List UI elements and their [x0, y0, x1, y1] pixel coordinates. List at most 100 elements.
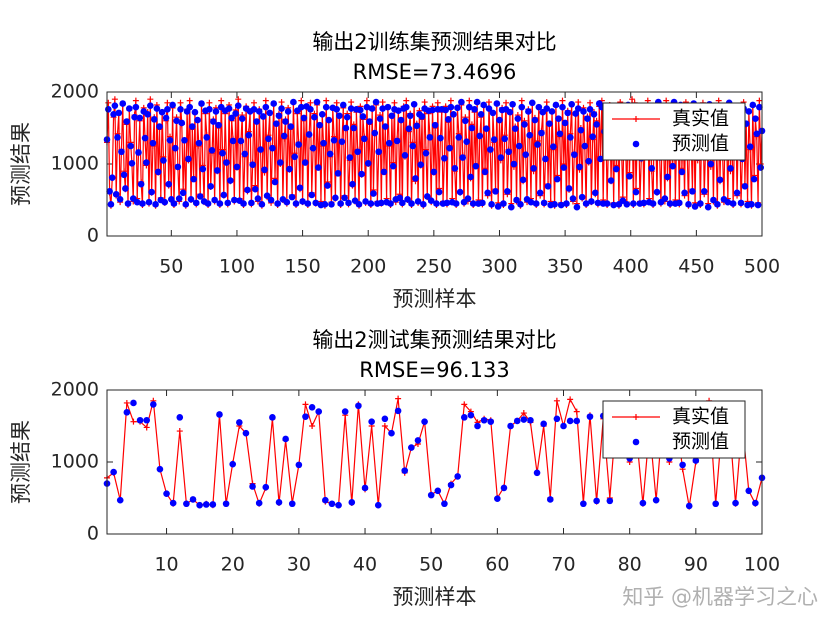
data-point — [187, 195, 195, 203]
data-point — [181, 136, 188, 144]
data-point — [307, 99, 314, 106]
x-tick-label: 400 — [613, 256, 649, 278]
data-point — [553, 415, 561, 423]
data-point — [254, 195, 262, 202]
data-point — [410, 100, 418, 108]
data-point — [328, 201, 335, 208]
data-point — [435, 188, 443, 196]
data-point — [409, 142, 417, 150]
data-point — [339, 101, 347, 109]
data-point — [322, 496, 329, 504]
data-point — [513, 417, 521, 425]
data-point — [321, 201, 329, 208]
data-point — [236, 419, 243, 426]
data-point — [556, 130, 564, 138]
data-point — [176, 414, 184, 421]
data-point — [528, 99, 536, 107]
data-point — [484, 189, 491, 197]
data-point — [471, 105, 478, 113]
data-point — [408, 200, 415, 207]
data-point — [421, 418, 428, 425]
data-point — [288, 193, 296, 201]
data-point — [749, 101, 757, 109]
x-tick-label: 300 — [481, 256, 517, 278]
data-point — [133, 198, 141, 206]
data-point — [301, 159, 309, 166]
data-point — [689, 188, 696, 195]
data-point — [164, 99, 171, 106]
data-point — [379, 105, 386, 112]
data-point — [559, 97, 566, 104]
data-point — [626, 172, 633, 180]
data-point — [185, 155, 192, 163]
data-point — [371, 129, 379, 137]
data-point — [111, 102, 119, 109]
data-point — [143, 159, 150, 166]
data-point — [229, 460, 237, 468]
data-point — [559, 103, 566, 111]
data-point — [503, 99, 510, 106]
x-tick-label: 450 — [678, 256, 714, 278]
data-point — [120, 171, 128, 179]
data-point — [132, 97, 139, 104]
data-point — [173, 117, 180, 125]
data-point — [574, 105, 582, 112]
data-point — [490, 136, 498, 143]
data-point — [291, 153, 299, 161]
data-point — [676, 199, 683, 207]
data-point — [423, 193, 431, 200]
data-point — [235, 96, 242, 103]
data-point — [208, 147, 216, 154]
data-point — [519, 176, 527, 184]
data-point — [593, 497, 600, 505]
data-point — [429, 106, 436, 114]
data-point — [459, 154, 467, 161]
data-point — [587, 99, 594, 106]
data-point — [401, 467, 409, 474]
data-point — [124, 200, 132, 207]
data-point — [454, 473, 461, 480]
data-point — [271, 178, 279, 186]
data-point — [186, 103, 193, 111]
data-point — [366, 118, 373, 125]
data-point — [546, 496, 554, 503]
data-point — [360, 135, 368, 143]
data-point — [323, 97, 330, 104]
data-point — [131, 113, 138, 121]
data-point — [206, 105, 213, 113]
x-tick-label: 150 — [284, 256, 320, 278]
data-point — [480, 101, 488, 109]
data-point — [603, 200, 611, 207]
data-point — [290, 98, 297, 106]
data-point — [194, 116, 201, 124]
data-point — [349, 180, 356, 188]
data-point — [305, 131, 313, 138]
data-point — [560, 422, 567, 430]
data-point — [297, 103, 305, 111]
data-point — [127, 142, 134, 150]
data-point — [757, 164, 764, 171]
data-point — [486, 146, 494, 153]
data-point — [136, 416, 144, 424]
data-point — [434, 487, 442, 495]
data-point — [488, 201, 495, 208]
data-point — [433, 200, 440, 207]
data-point — [248, 199, 255, 207]
data-point — [441, 154, 448, 162]
data-point — [501, 135, 509, 143]
data-point — [199, 165, 207, 173]
data-point — [468, 124, 476, 132]
data-point — [527, 416, 534, 424]
data-point — [175, 195, 183, 202]
data-point — [426, 134, 434, 141]
data-point — [166, 136, 174, 144]
data-point — [536, 189, 544, 197]
data-point — [555, 115, 562, 122]
x-tick-label: 50 — [419, 554, 443, 576]
data-point — [245, 131, 253, 139]
data-point — [548, 108, 556, 115]
data-point — [144, 111, 151, 118]
data-point — [474, 422, 481, 430]
data-point — [232, 110, 239, 117]
data-point — [227, 177, 234, 184]
